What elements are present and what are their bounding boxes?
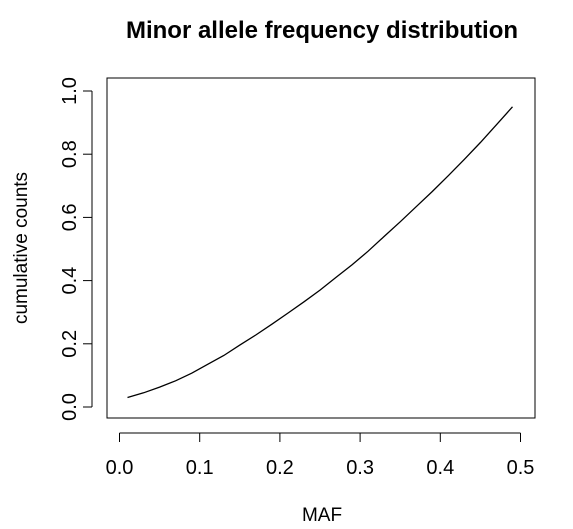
series-line [127, 106, 513, 399]
y-axis-label: cumulative counts [11, 172, 32, 324]
y-tick-label: 0.6 [59, 203, 81, 231]
x-tick-label: 0.3 [346, 457, 374, 479]
y-axis: 0.0 0.2 0.4 0.6 0.8 1.0 [59, 77, 93, 421]
y-tick-label: 0.2 [59, 330, 81, 358]
x-tick-label: 0.1 [186, 457, 214, 479]
x-axis-label: MAF [302, 505, 342, 526]
plot-frame [106, 77, 536, 419]
y-tick-label: 1.0 [59, 77, 81, 105]
x-tick-label: 0.0 [106, 457, 134, 479]
x-tick-label: 0.5 [507, 457, 535, 479]
x-axis: 0.0 0.1 0.2 0.3 0.4 0.5 [106, 432, 535, 479]
chart-title: Minor allele frequency distribution [126, 17, 518, 44]
x-tick-label: 0.4 [426, 457, 454, 479]
y-tick-label: 0.0 [59, 393, 81, 421]
x-tick-label: 0.2 [266, 457, 294, 479]
y-tick-label: 0.4 [59, 267, 81, 295]
y-tick-label: 0.8 [59, 140, 81, 168]
series-layer [127, 106, 513, 399]
